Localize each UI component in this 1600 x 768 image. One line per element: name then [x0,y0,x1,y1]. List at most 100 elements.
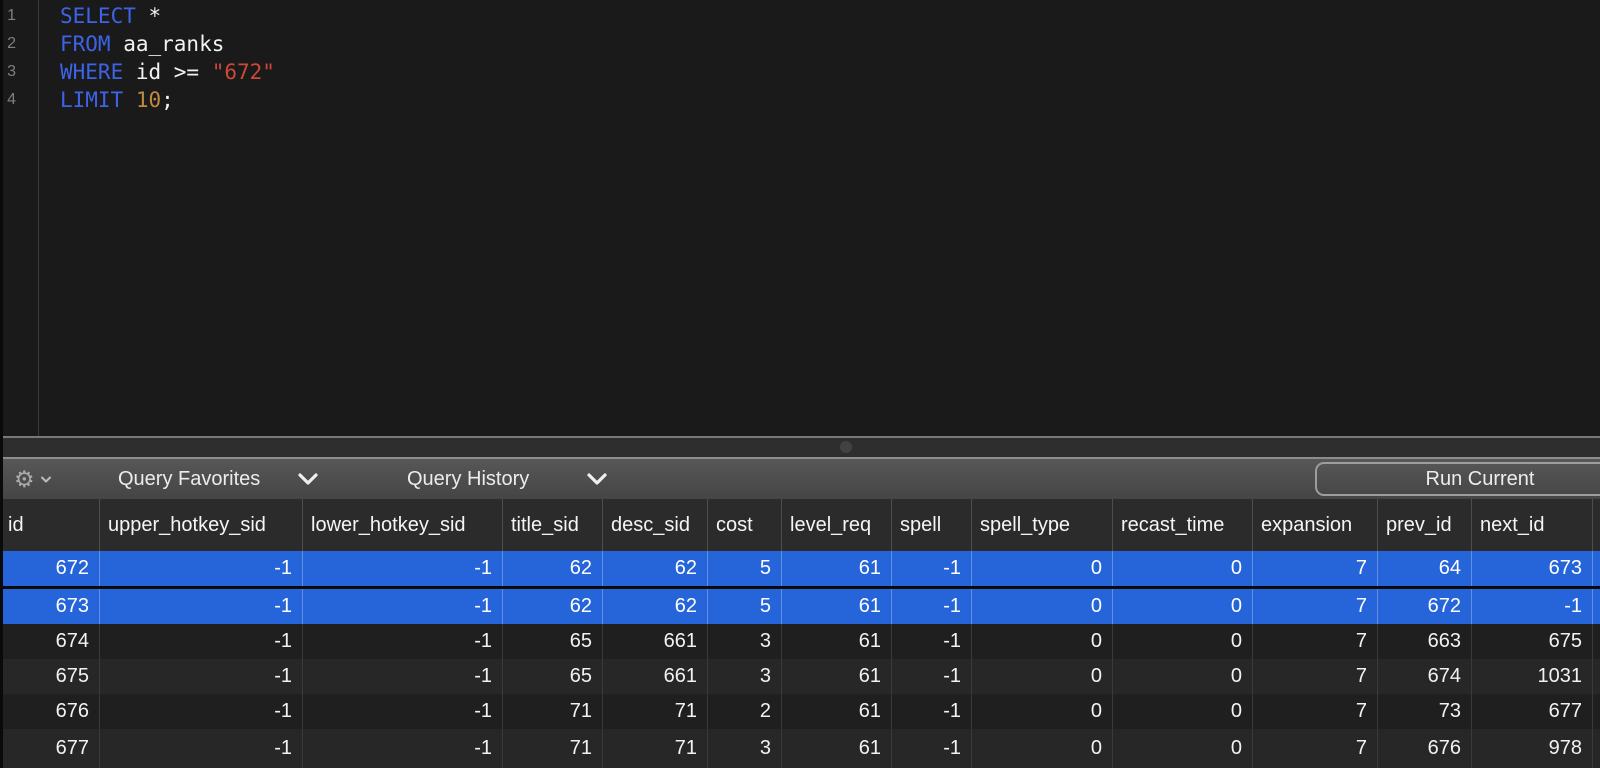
gear-menu-button[interactable]: ⚙ [14,459,51,499]
table-cell[interactable]: 7 [1253,694,1378,729]
query-favorites-dropdown[interactable]: Query Favorites [118,459,318,499]
run-current-button[interactable]: Run Current [1315,462,1600,496]
table-cell[interactable]: -1 [303,729,503,768]
table-cell[interactable]: -1 [1472,589,1593,624]
column-header-recast_time[interactable]: recast_time [1113,499,1253,551]
table-cell[interactable]: 0 [1113,589,1253,624]
table-cell[interactable]: 61 [782,551,892,586]
table-cell[interactable]: -1 [100,729,303,768]
column-header-cost[interactable]: cost [708,499,782,551]
splitter-handle-icon[interactable] [840,441,852,453]
table-cell[interactable]: 71 [503,729,603,768]
column-header-next_id[interactable]: next_id [1472,499,1593,551]
table-cell[interactable]: -1 [100,659,303,694]
table-cell[interactable]: 61 [782,729,892,768]
table-row[interactable]: 672 -1 -1 62 62 5 61 -1 0 0 7 64 673 [0,551,1600,586]
table-cell[interactable]: -1 [100,694,303,729]
table-cell[interactable]: 3 [708,729,782,768]
table-cell[interactable]: 0 [1113,729,1253,768]
table-cell[interactable]: 71 [603,694,708,729]
column-header-title_sid[interactable]: title_sid [503,499,603,551]
table-cell[interactable]: 73 [1378,694,1472,729]
table-cell[interactable]: -1 [100,589,303,624]
table-cell[interactable]: 672 [1378,589,1472,624]
table-cell[interactable]: 0 [972,624,1113,659]
table-cell[interactable]: 7 [1253,729,1378,768]
table-cell[interactable]: 71 [603,729,708,768]
table-cell[interactable]: 0 [1113,694,1253,729]
column-header-prev_id[interactable]: prev_id [1378,499,1472,551]
table-cell[interactable]: 5 [708,551,782,586]
table-cell[interactable]: -1 [892,729,972,768]
table-cell[interactable]: 661 [603,659,708,694]
table-cell[interactable]: 7 [1253,659,1378,694]
table-cell[interactable]: 61 [782,659,892,694]
pane-splitter[interactable] [0,436,1600,459]
table-cell[interactable]: 64 [1378,551,1472,586]
table-cell[interactable]: 0 [972,694,1113,729]
table-cell[interactable]: -1 [303,624,503,659]
sql-editor[interactable]: 1 SELECT * 2 FROM aa_ranks 3 WHERE id >= "672… [0,0,1600,436]
column-header-spell_type[interactable]: spell_type [972,499,1113,551]
table-cell[interactable]: -1 [303,659,503,694]
table-cell[interactable]: -1 [892,624,972,659]
table-cell[interactable]: -1 [100,551,303,586]
column-header-level_req[interactable]: level_req [782,499,892,551]
table-cell[interactable]: 661 [603,624,708,659]
table-cell[interactable]: 61 [782,624,892,659]
table-cell[interactable]: 62 [603,551,708,586]
table-cell[interactable]: 675 [1472,624,1593,659]
table-cell[interactable]: 674 [1378,659,1472,694]
table-cell[interactable]: -1 [892,551,972,586]
column-header-id[interactable]: id [0,499,100,551]
table-cell[interactable]: 7 [1253,624,1378,659]
column-header-expansion[interactable]: expansion [1253,499,1378,551]
table-cell[interactable]: 0 [1113,551,1253,586]
column-header-desc_sid[interactable]: desc_sid [603,499,708,551]
table-cell[interactable]: 61 [782,589,892,624]
table-cell[interactable]: -1 [303,551,503,586]
column-header-upper_hotkey_sid[interactable]: upper_hotkey_sid [100,499,303,551]
table-cell[interactable]: 676 [0,694,100,729]
table-cell[interactable]: 674 [0,624,100,659]
table-cell[interactable]: 673 [1472,551,1593,586]
table-cell[interactable]: 672 [0,551,100,586]
table-cell[interactable]: 676 [1378,729,1472,768]
table-cell[interactable]: 7 [1253,589,1378,624]
table-cell[interactable]: 2 [708,694,782,729]
table-cell[interactable]: -1 [892,659,972,694]
table-cell[interactable]: 0 [1113,624,1253,659]
table-cell[interactable]: 677 [1472,694,1593,729]
table-cell[interactable]: 62 [603,589,708,624]
table-cell[interactable]: 0 [972,729,1113,768]
table-cell[interactable]: 0 [972,659,1113,694]
table-cell[interactable]: 3 [708,659,782,694]
table-cell[interactable]: 677 [0,729,100,768]
column-header-spell[interactable]: spell [892,499,972,551]
table-cell[interactable]: 65 [503,659,603,694]
table-cell[interactable]: -1 [892,589,972,624]
table-row[interactable]: 677 -1 -1 71 71 3 61 -1 0 0 7 676 978 [0,729,1600,768]
table-cell[interactable]: -1 [303,589,503,624]
table-cell[interactable]: 62 [503,589,603,624]
table-row[interactable]: 673 -1 -1 62 62 5 61 -1 0 0 7 672 -1 [0,589,1600,624]
table-cell[interactable]: 7 [1253,551,1378,586]
table-cell[interactable]: 673 [0,589,100,624]
table-cell[interactable]: 663 [1378,624,1472,659]
table-cell[interactable]: 65 [503,624,603,659]
table-cell[interactable]: 3 [708,624,782,659]
table-row[interactable]: 676 -1 -1 71 71 2 61 -1 0 0 7 73 677 [0,694,1600,729]
table-row[interactable]: 674 -1 -1 65 661 3 61 -1 0 0 7 663 675 [0,624,1600,659]
table-cell[interactable]: 675 [0,659,100,694]
table-cell[interactable]: 1031 [1472,659,1593,694]
table-cell[interactable]: 0 [1113,659,1253,694]
table-cell[interactable]: 0 [972,551,1113,586]
table-cell[interactable]: 71 [503,694,603,729]
query-history-dropdown[interactable]: Query History [407,459,607,499]
table-cell[interactable]: 978 [1472,729,1593,768]
column-header-lower_hotkey_sid[interactable]: lower_hotkey_sid [303,499,503,551]
table-cell[interactable]: 62 [503,551,603,586]
table-cell[interactable]: 0 [972,589,1113,624]
table-cell[interactable]: -1 [892,694,972,729]
table-cell[interactable]: -1 [303,694,503,729]
